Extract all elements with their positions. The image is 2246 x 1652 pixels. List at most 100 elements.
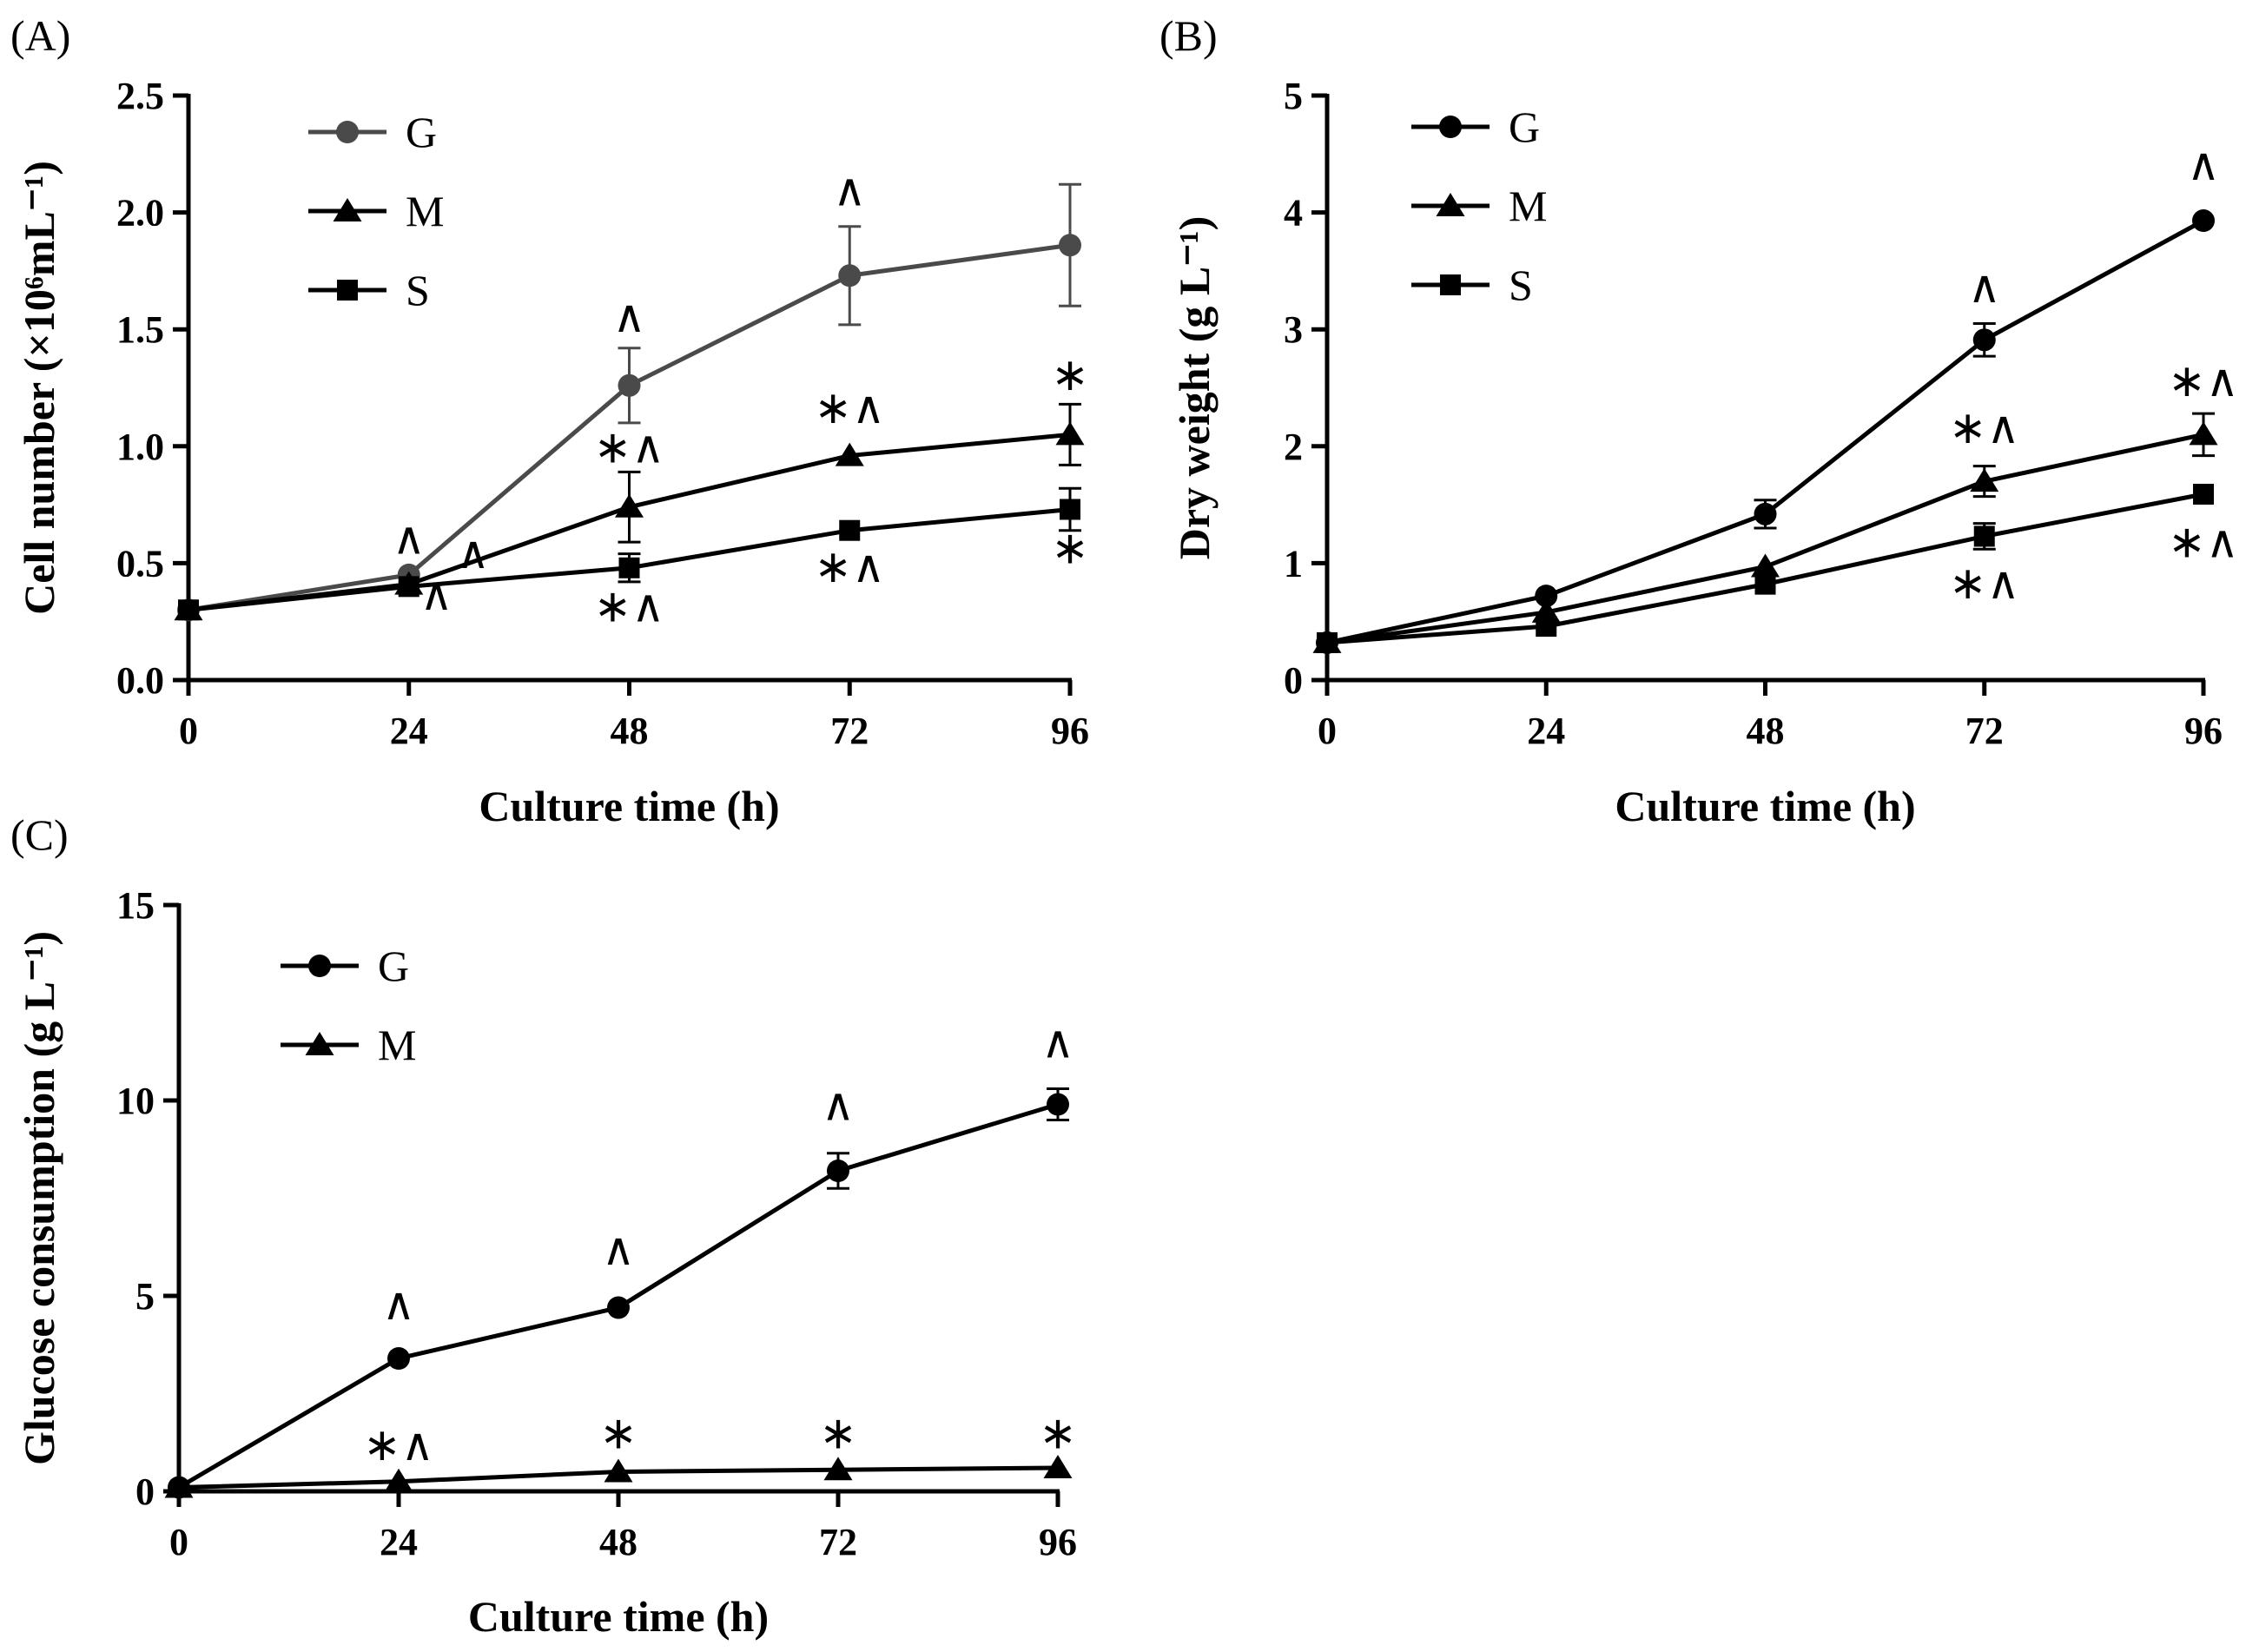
- y-tick-label: 0.0: [116, 659, 164, 702]
- legend-marker: [308, 955, 331, 977]
- data-point: [398, 576, 419, 598]
- x-axis-label: Culture time (h): [479, 782, 779, 830]
- legend-label: S: [406, 266, 430, 314]
- x-tick-label: 0: [179, 710, 198, 752]
- legend-marker: [1436, 193, 1465, 216]
- legend-marker: [337, 280, 358, 301]
- data-point: [2193, 483, 2214, 505]
- legend-entry-G: G: [308, 108, 437, 156]
- panel-label: (C): [10, 810, 69, 859]
- x-tick-label: 24: [390, 710, 428, 752]
- legend-entry-M: M: [308, 187, 444, 235]
- x-tick-label: 48: [1747, 710, 1785, 752]
- legend-label: S: [1509, 261, 1533, 309]
- data-point: [1059, 234, 1081, 257]
- significance-mark: ∗: [599, 1409, 637, 1459]
- y-tick-label: 2: [1284, 426, 1303, 468]
- significance-mark: ∗∧: [1949, 558, 2020, 609]
- y-tick-label: 1.5: [116, 308, 164, 351]
- significance-mark: ∗∧: [1949, 403, 2020, 453]
- significance-mark: ∧: [419, 570, 453, 620]
- y-tick-label: 5: [135, 1275, 155, 1318]
- legend-label: G: [1509, 102, 1540, 151]
- data-point: [827, 1160, 849, 1182]
- x-tick-label: 72: [1965, 710, 2004, 752]
- panel-b: (B) 0 1 2 3 4 5 0 24 48 72 96 Culture time (h) Dry we…: [1159, 11, 2239, 830]
- panel-label: (B): [1159, 11, 1218, 60]
- x-tick-label: 24: [1527, 710, 1565, 752]
- data-point: [1754, 573, 1776, 595]
- y-tick-label: 0: [135, 1470, 155, 1513]
- significance-mark: ∧: [382, 1279, 415, 1330]
- significance-mark: ∗∧: [363, 1420, 434, 1470]
- significance-mark: ∧: [612, 292, 645, 342]
- data-point: [615, 493, 644, 518]
- legend-marker: [305, 1032, 334, 1055]
- panel-label: (A): [10, 11, 70, 60]
- data-point: [1043, 1455, 1073, 1478]
- data-point: [604, 1458, 633, 1483]
- y-tick-label: 15: [116, 884, 155, 927]
- data-point: [839, 519, 861, 541]
- significance-mark: ∧: [2187, 140, 2220, 190]
- y-tick-label: 5: [1284, 75, 1303, 117]
- x-axis-label: Culture time (h): [468, 1592, 769, 1641]
- significance-mark: ∗: [1051, 350, 1089, 400]
- significance-mark: ∗∧: [2168, 356, 2239, 406]
- legend-label: M: [378, 1021, 416, 1069]
- data-point: [2192, 209, 2215, 233]
- significance-mark: ∧: [457, 528, 490, 578]
- panel-c: (C) 0 5 10 15 0 24 48 72 96 Culture time (h) Glucos…: [10, 810, 1077, 1641]
- data-point: [835, 442, 864, 466]
- legend-entry-S: S: [308, 266, 430, 314]
- x-tick-label: 48: [599, 1521, 637, 1563]
- x-tick-label: 72: [819, 1521, 857, 1563]
- legend-label: G: [406, 108, 437, 156]
- significance-mark: ∗∧: [2168, 518, 2239, 568]
- x-tick-label: 48: [611, 710, 649, 752]
- significance-mark: ∗: [1039, 1409, 1077, 1459]
- legend-marker: [1439, 116, 1462, 138]
- y-axis-label: Dry weight (g L⁻¹): [1170, 216, 1219, 559]
- y-tick-label: 0: [1284, 659, 1303, 702]
- legend-marker: [1440, 274, 1461, 295]
- data-point: [1972, 328, 1996, 352]
- significance-mark: ∗: [1051, 523, 1089, 573]
- y-axis-label: Cell number (×10⁶mL⁻¹): [15, 161, 63, 615]
- y-tick-label: 0.5: [116, 542, 164, 585]
- significance-mark: ∧: [393, 514, 426, 565]
- legend-marker: [336, 121, 359, 143]
- data-point: [1754, 502, 1777, 525]
- legend-entry-M: M: [1411, 182, 1547, 230]
- data-point: [1317, 631, 1338, 653]
- data-point: [384, 1468, 413, 1492]
- significance-mark: ∗: [819, 1409, 857, 1459]
- data-point: [618, 373, 641, 397]
- significance-mark: ∧: [822, 1080, 855, 1131]
- y-tick-label: 1: [1284, 542, 1303, 585]
- series-S: [178, 486, 1081, 621]
- data-point: [607, 1296, 630, 1319]
- data-point: [1536, 616, 1557, 638]
- x-tick-label: 72: [830, 710, 869, 752]
- significance-mark: ∗∧: [594, 423, 665, 473]
- y-axis-label: Glucose consumption (g L⁻¹): [15, 931, 63, 1465]
- x-tick-label: 0: [169, 1521, 188, 1563]
- data-point: [1973, 525, 1995, 547]
- data-point: [387, 1347, 410, 1370]
- data-point: [178, 599, 199, 621]
- data-point: [1535, 585, 1558, 608]
- legend-label: M: [1509, 182, 1547, 230]
- x-tick-label: 96: [1039, 1521, 1077, 1563]
- data-point: [164, 1474, 194, 1498]
- data-point: [1047, 1093, 1069, 1116]
- y-tick-label: 10: [116, 1080, 155, 1122]
- panel-a: (A) 0.0 0.5 1.0 1.5 2.0 2.5 0 24 48 72 96 Culture ti…: [10, 11, 1089, 830]
- legend-entry-G: G: [1411, 102, 1540, 151]
- legend-label: M: [406, 187, 444, 235]
- significance-mark: ∗∧: [594, 582, 665, 632]
- significance-mark: ∧: [833, 166, 866, 216]
- significance-mark: ∗∧: [814, 383, 885, 433]
- x-axis-label: Culture time (h): [1615, 782, 1915, 830]
